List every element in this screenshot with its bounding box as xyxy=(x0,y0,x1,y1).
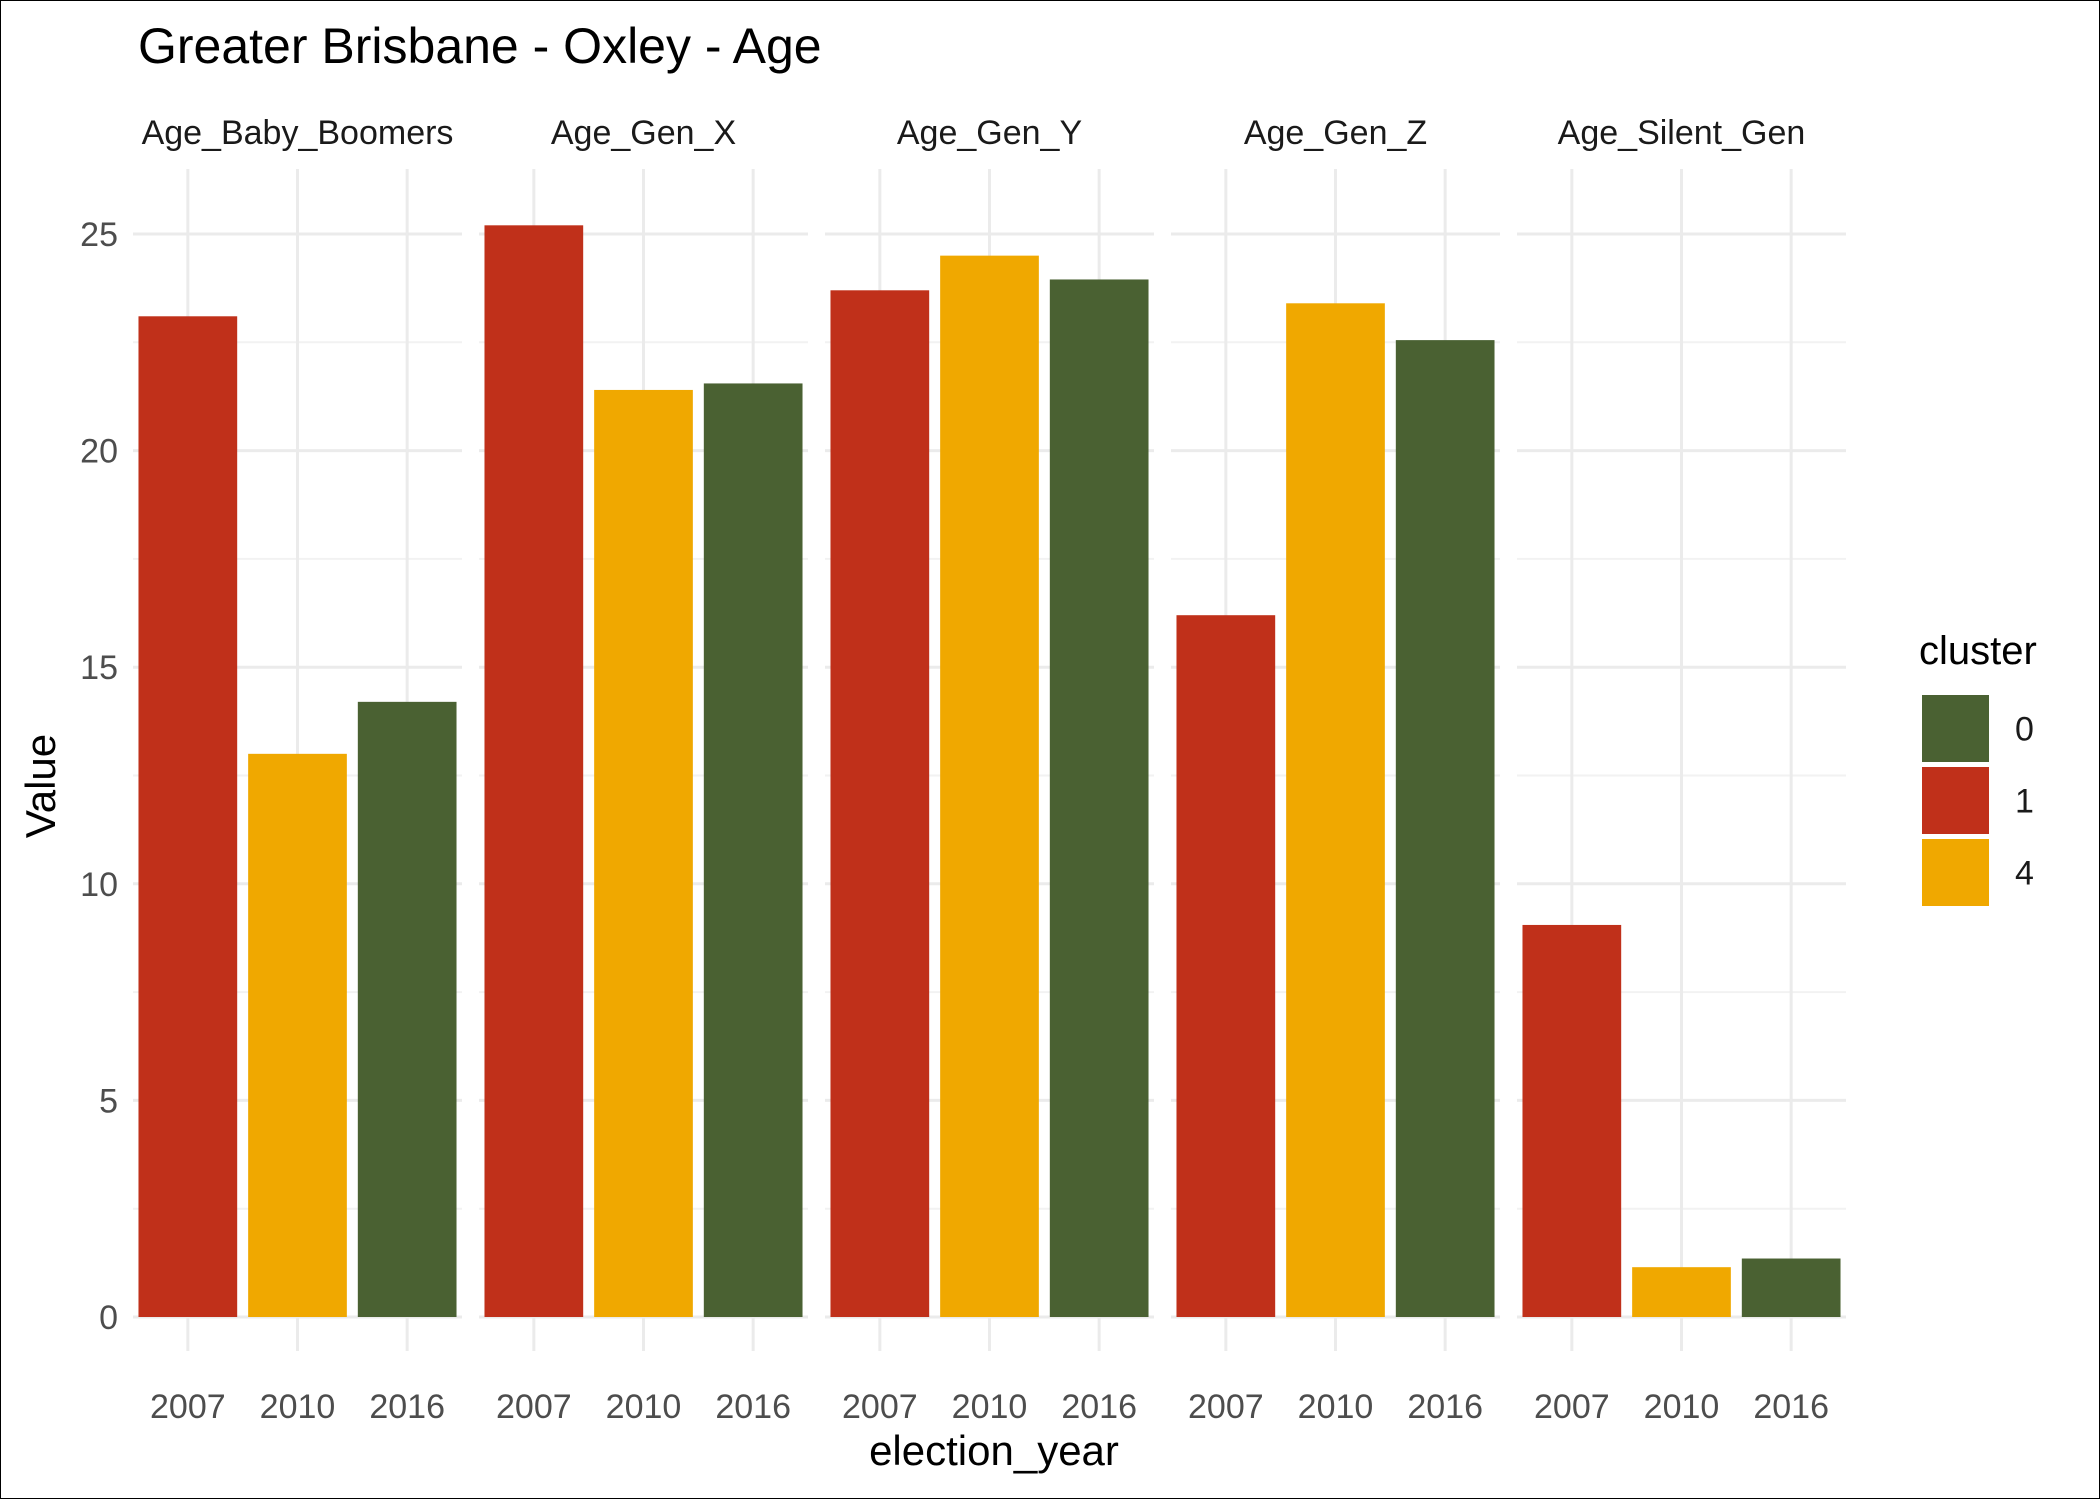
facet-panel: 2007 2010 2016 Age_Gen_Y xyxy=(825,114,1154,1426)
y-tick-label: 10 xyxy=(80,866,118,904)
legend-swatch xyxy=(1922,767,1989,834)
facet-panel: 2007 2010 2016 Age_Baby_Boomers xyxy=(133,114,462,1426)
legend-item: 0 xyxy=(1922,695,2034,762)
legend: cluster 0 1 4 xyxy=(1919,629,2037,906)
facet-strip-label: Age_Gen_Z xyxy=(1244,114,1427,152)
bar xyxy=(1741,1258,1841,1317)
bar xyxy=(830,290,930,1318)
y-tick-label: 15 xyxy=(80,649,118,687)
legend-title: cluster xyxy=(1919,629,2037,673)
y-tick-label: 0 xyxy=(99,1299,118,1337)
bar xyxy=(1632,1267,1731,1317)
y-axis-title: Value xyxy=(17,734,64,838)
legend-swatch xyxy=(1922,839,1989,906)
legend-item: 4 xyxy=(1922,839,2034,906)
bar xyxy=(138,316,238,1318)
x-tick-label: 2016 xyxy=(715,1388,791,1426)
x-tick-label: 2010 xyxy=(1298,1388,1374,1426)
x-tick-label: 2007 xyxy=(1188,1388,1264,1426)
x-tick-label: 2007 xyxy=(1534,1388,1610,1426)
x-axis-title: election_year xyxy=(869,1427,1119,1474)
bar xyxy=(484,225,584,1317)
facet-panel: 2007 2010 2016 Age_Gen_Z xyxy=(1171,114,1500,1426)
bar xyxy=(1522,924,1622,1317)
facet-strip-label: Age_Gen_X xyxy=(551,114,736,152)
x-tick-label: 2016 xyxy=(369,1388,445,1426)
x-tick-label: 2007 xyxy=(150,1388,226,1426)
bar xyxy=(703,383,803,1317)
x-tick-label: 2016 xyxy=(1061,1388,1137,1426)
bar xyxy=(248,753,347,1317)
x-tick-label: 2010 xyxy=(952,1388,1028,1426)
x-tick-label: 2007 xyxy=(496,1388,572,1426)
facet-panel: 2007 2010 2016 Age_Gen_X xyxy=(479,114,808,1426)
legend-swatch xyxy=(1922,695,1989,762)
bar xyxy=(940,255,1039,1318)
bar xyxy=(1049,279,1149,1318)
bar xyxy=(1395,340,1495,1318)
x-tick-label: 2010 xyxy=(260,1388,336,1426)
bar xyxy=(357,701,457,1317)
legend-label: 1 xyxy=(2015,783,2034,821)
bar xyxy=(1176,615,1276,1317)
y-tick-label: 20 xyxy=(80,433,118,471)
x-tick-label: 2016 xyxy=(1753,1388,1829,1426)
facet-panel: 2007 2010 2016 Age_Silent_Gen xyxy=(1517,114,1846,1426)
x-tick-label: 2010 xyxy=(1644,1388,1720,1426)
bar xyxy=(594,389,693,1317)
x-tick-label: 2010 xyxy=(606,1388,682,1426)
bar xyxy=(1286,303,1385,1318)
chart-title: Greater Brisbane - Oxley - Age xyxy=(138,18,822,74)
legend-label: 0 xyxy=(2015,711,2034,749)
legend-label: 4 xyxy=(2015,855,2034,893)
facet-strip-label: Age_Silent_Gen xyxy=(1558,114,1806,152)
legend-item: 1 xyxy=(1922,767,2034,834)
legend-items: 0 1 4 xyxy=(1922,695,2034,906)
facet-strip-label: Age_Gen_Y xyxy=(897,114,1082,152)
x-tick-label: 2007 xyxy=(842,1388,918,1426)
y-tick-label: 5 xyxy=(99,1082,118,1120)
y-tick-label: 25 xyxy=(80,216,118,254)
facet-strip-label: Age_Baby_Boomers xyxy=(142,114,454,152)
x-tick-label: 2016 xyxy=(1407,1388,1483,1426)
